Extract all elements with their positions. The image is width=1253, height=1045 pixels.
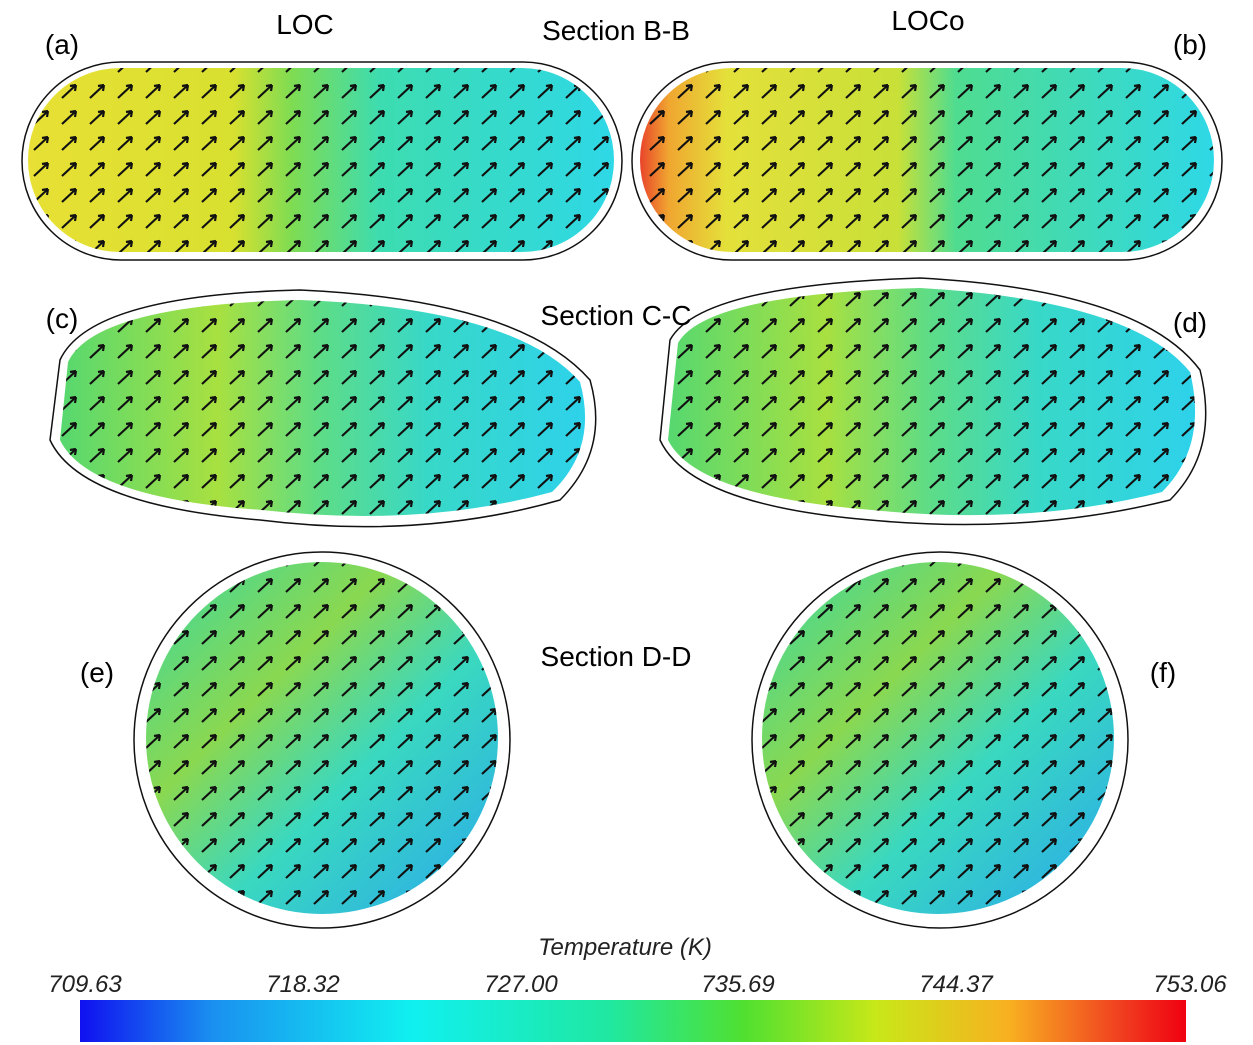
panel-label: (c) [46,303,79,334]
colorbar-tick: 727.00 [484,971,558,998]
panel-label: (b) [1173,29,1207,60]
panel-e [133,551,511,929]
panel-d [659,277,1207,526]
colorbar-tick: 718.32 [266,971,339,998]
colorbar-tick: 744.37 [919,971,994,998]
panel-a [21,61,623,261]
section-label: Section C-C [541,300,692,331]
panel-label: (f) [1150,657,1176,688]
column-label: LOC [276,9,334,40]
colorbar-tick: 735.69 [701,971,774,998]
colorbar-tick: 753.06 [1153,971,1227,998]
panel-c [49,289,597,528]
panel-label: (e) [80,657,114,688]
section-label: Section B-B [542,15,690,46]
colorbar-tick: 709.63 [48,971,122,998]
panel-f [751,551,1129,929]
column-label: LOCo [891,5,964,36]
panel-label: (a) [45,29,79,60]
colorbar [80,1000,1186,1042]
colorbar-title: Temperature (K) [538,934,712,961]
section-label: Section D-D [541,641,692,672]
panel-label: (d) [1173,307,1207,338]
panel-b [631,61,1223,261]
